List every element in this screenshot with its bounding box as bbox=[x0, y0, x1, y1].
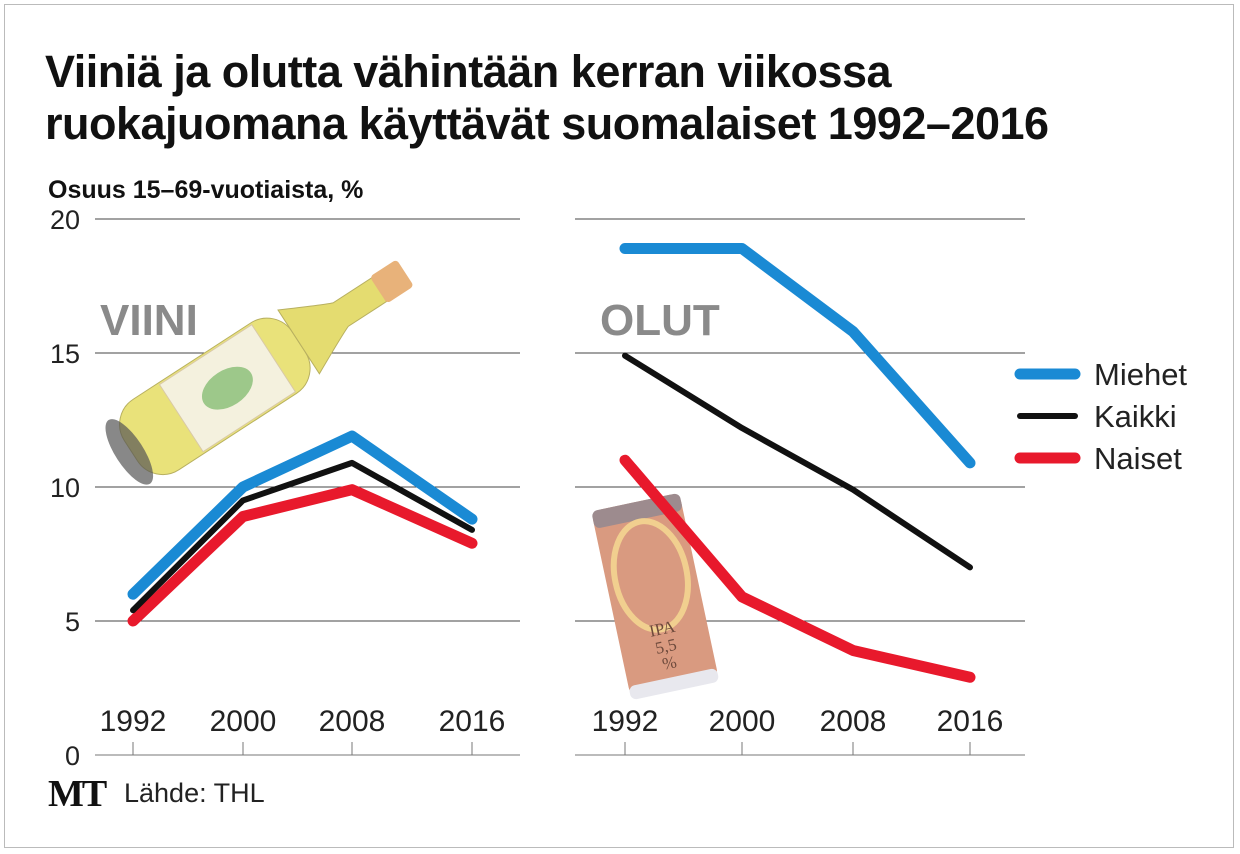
x-tick-label: 2008 bbox=[820, 705, 887, 738]
wine-bottle-illustration bbox=[105, 260, 413, 485]
can-label-abv: 5,5 bbox=[654, 635, 679, 658]
can-label-percent: % bbox=[661, 652, 679, 674]
y-tick-label: 20 bbox=[50, 205, 80, 235]
title-line-1: Viiniä ja olutta vähintään kerran viikos… bbox=[45, 46, 892, 97]
series-line-naiset-olut bbox=[619, 454, 976, 683]
legend-label-miehet: Miehet bbox=[1094, 357, 1187, 392]
legend-label-kaikki: Kaikki bbox=[1094, 399, 1177, 434]
series-line-kaikki-viini bbox=[130, 459, 475, 614]
y-tick-label: 5 bbox=[65, 607, 80, 637]
series-line-kaikki-olut bbox=[622, 352, 973, 571]
x-tick-label: 1992 bbox=[100, 705, 167, 738]
x-tick-label: 2016 bbox=[937, 705, 1004, 738]
title-line-2: ruokajuomana käyttävät suomalaiset 1992–… bbox=[45, 98, 1049, 149]
chart-title: Viiniä ja olutta vähintään kerran viikos… bbox=[45, 46, 1049, 150]
x-tick-label: 2000 bbox=[210, 705, 277, 738]
series-line-naiset-viini bbox=[127, 484, 478, 627]
source-note: Lähde: THL bbox=[124, 778, 265, 808]
x-tick-label: 2016 bbox=[439, 705, 506, 738]
x-tick-label: 2000 bbox=[709, 705, 776, 738]
x-tick-label: 2008 bbox=[319, 705, 386, 738]
x-tick-label: 1992 bbox=[592, 705, 659, 738]
panel-label-viini: VIINI bbox=[100, 296, 198, 345]
mt-logo: MT bbox=[48, 773, 107, 815]
legend-label-naiset: Naiset bbox=[1094, 441, 1182, 476]
series-line-miehet-viini bbox=[127, 430, 478, 600]
y-tick-label: 15 bbox=[50, 339, 80, 369]
panel-label-olut: OLUT bbox=[600, 296, 720, 345]
y-tick-label: 0 bbox=[65, 741, 80, 771]
frame bbox=[4, 4, 1234, 848]
y-tick-label: 10 bbox=[50, 473, 80, 503]
chart-subtitle: Osuus 15–69-vuotiaista, % bbox=[48, 176, 364, 204]
beer-can-illustration: IPA 5,5 % bbox=[592, 493, 719, 700]
series-line-miehet-olut bbox=[619, 242, 976, 469]
